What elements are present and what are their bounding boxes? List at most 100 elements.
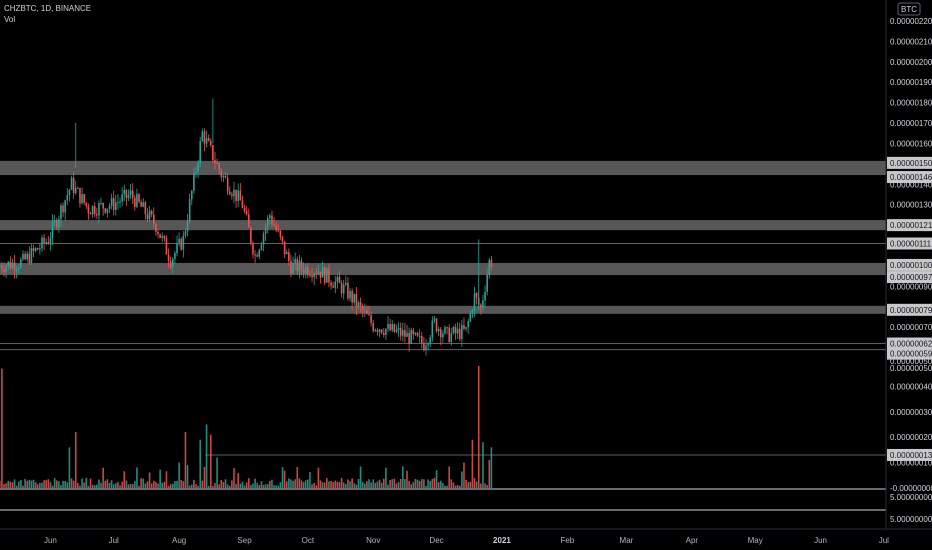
- candle-body: [412, 330, 415, 335]
- volume-bar: [269, 481, 271, 488]
- candle-body: [28, 253, 31, 264]
- candle-body: [140, 201, 142, 207]
- volume-bar: [47, 479, 50, 488]
- candle-body: [404, 330, 406, 337]
- volume-tick-label: 0.00000050: [890, 357, 932, 366]
- zone-tag-1-bg: [887, 219, 932, 232]
- candle-body: [70, 177, 73, 190]
- candle-body: [153, 214, 155, 224]
- volume-bar: [68, 447, 71, 488]
- candle-body: [184, 231, 187, 236]
- volume-bar: [30, 480, 33, 488]
- candle-body: [410, 330, 413, 344]
- volume-bar: [186, 465, 189, 488]
- candle-body: [266, 217, 269, 228]
- candle-body: [216, 162, 218, 164]
- volume-bar: [209, 434, 212, 488]
- candle-body: [275, 225, 277, 231]
- volume-bar: [353, 483, 356, 488]
- time-axis[interactable]: Jun Jul Aug Sep Oct Nov Dec 2021 Feb Mar Apr May Jun…: [44, 536, 889, 545]
- candle-body: [47, 242, 50, 244]
- volume-bar: [359, 466, 362, 488]
- price-tick-label: 0.00000160: [890, 139, 932, 148]
- candle-body: [15, 269, 18, 271]
- candle-body: [486, 275, 488, 292]
- candle-body: [279, 230, 282, 237]
- candle-body: [53, 220, 56, 222]
- volume-bar: [376, 481, 379, 488]
- candle-body: [49, 238, 52, 244]
- volume-bar: [336, 481, 339, 488]
- candle-body: [32, 248, 35, 251]
- candle-body: [72, 177, 75, 193]
- candle-body: [361, 305, 364, 311]
- candle-body: [220, 170, 223, 178]
- volume-bar: [285, 481, 288, 488]
- candle-body: [112, 198, 115, 210]
- volume-bar: [218, 484, 221, 488]
- candle-body: [446, 327, 448, 329]
- price-tick-label: 0.00000180: [890, 99, 932, 108]
- volume-bar: [146, 481, 149, 488]
- zone-tag-3-bg: [887, 303, 932, 316]
- volume-bar: [72, 480, 75, 488]
- volume-bar: [351, 478, 353, 488]
- volume-bar: [456, 485, 459, 488]
- volume-bar: [74, 432, 77, 488]
- price-axis[interactable]: 0.00000220 0.00000210 0.00000200 0.00000190…: [887, 17, 932, 524]
- currency-badge-label: BTC: [901, 5, 917, 14]
- candle-body: [169, 260, 172, 268]
- zone-top-tag-0-bg: [887, 156, 932, 169]
- candle-body: [96, 214, 98, 216]
- volume-bar: [167, 485, 170, 488]
- volume-bar: [60, 485, 62, 488]
- candle-body: [159, 234, 161, 238]
- candle-body: [144, 202, 147, 215]
- candle-body: [3, 269, 5, 272]
- volume-bar: [412, 482, 415, 488]
- candle-body: [17, 267, 20, 270]
- candle-body: [425, 345, 427, 351]
- candle-body: [228, 191, 231, 195]
- volume-bar: [131, 484, 134, 488]
- time-tick-label: Sep: [237, 536, 252, 545]
- volume-bar: [233, 468, 235, 488]
- volume-bar: [461, 471, 463, 488]
- volume-bar: [364, 483, 366, 488]
- volume-bar: [184, 432, 187, 488]
- candle-body: [334, 281, 337, 288]
- volume-bar: [477, 366, 480, 488]
- candle-body: [123, 189, 126, 195]
- candle-body: [247, 214, 250, 228]
- candle-body: [368, 314, 370, 316]
- price-tick-label: 0.00000130: [890, 201, 932, 210]
- candle-body: [414, 332, 417, 335]
- candle-body: [376, 329, 379, 332]
- candle-body: [45, 242, 47, 244]
- candle-body: [321, 267, 324, 278]
- volume-bar: [89, 478, 92, 488]
- volume-bar: [323, 482, 326, 488]
- candle-body: [399, 327, 402, 336]
- candle-body: [437, 328, 440, 332]
- volume-bar: [169, 484, 172, 488]
- volume-bar: [482, 442, 484, 488]
- candle-body: [245, 211, 248, 215]
- volume-bar: [15, 485, 18, 488]
- volume-bar: [391, 479, 394, 488]
- zone-2: [0, 262, 886, 276]
- candle-body: [387, 323, 389, 329]
- volume-bar: [444, 485, 446, 488]
- volume-bar: [446, 485, 448, 488]
- candle-body: [218, 163, 221, 171]
- candle-body: [482, 300, 484, 308]
- candle-body: [431, 320, 434, 338]
- volume-bar: [399, 478, 402, 488]
- candle-body: [429, 337, 432, 344]
- volume-bar: [231, 480, 233, 488]
- volume-bar: [123, 471, 126, 488]
- volume-bar: [283, 470, 286, 488]
- level-tag-0: 0.00000111: [890, 239, 932, 248]
- volume-bar: [416, 479, 419, 488]
